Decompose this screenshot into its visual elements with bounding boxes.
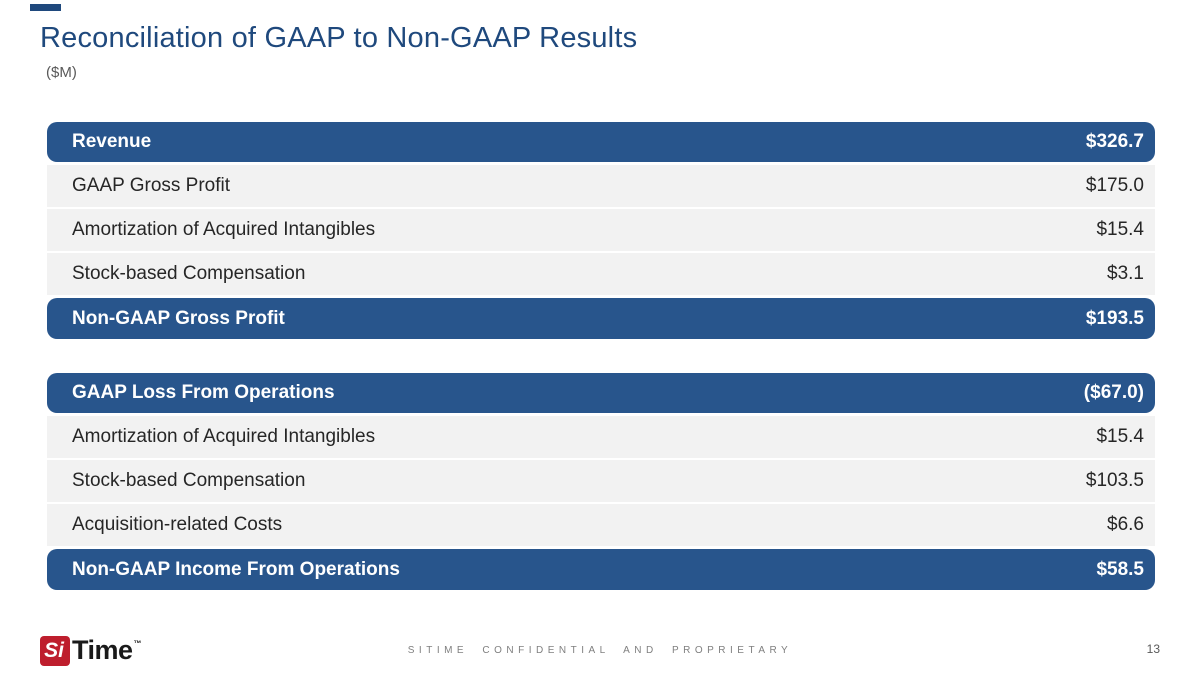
operations-table: GAAP Loss From Operations ($67.0) Amortiza… bbox=[47, 373, 1155, 590]
row-label: GAAP Loss From Operations bbox=[72, 382, 335, 403]
units-label: ($M) bbox=[46, 64, 77, 81]
table-row: GAAP Gross Profit $175.0 bbox=[47, 165, 1155, 207]
row-value: $58.5 bbox=[1096, 558, 1144, 580]
accent-bar bbox=[30, 4, 61, 11]
row-label: Acquisition-related Costs bbox=[72, 514, 283, 535]
table-row: Stock-based Compensation $3.1 bbox=[47, 253, 1155, 295]
table-row: Acquisition-related Costs $6.6 bbox=[47, 504, 1155, 546]
row-label: Non-GAAP Income From Operations bbox=[72, 558, 400, 580]
table-row: Amortization of Acquired Intangibles $15.… bbox=[47, 416, 1155, 458]
row-value: $6.6 bbox=[1107, 514, 1144, 535]
table-row: Amortization of Acquired Intangibles $15.… bbox=[47, 209, 1155, 251]
row-value: $326.7 bbox=[1085, 131, 1144, 152]
row-label: Revenue bbox=[72, 131, 152, 152]
confidentiality-notice: SITIME CONFIDENTIAL AND PROPRIETARY bbox=[407, 645, 793, 656]
logo-time-text: Time™ bbox=[72, 635, 142, 666]
row-value: $15.4 bbox=[1096, 219, 1144, 240]
row-value: ($67.0) bbox=[1083, 382, 1144, 403]
row-value: $3.1 bbox=[1107, 263, 1144, 284]
table-row: Non-GAAP Gross Profit $193.5 bbox=[47, 298, 1155, 339]
row-label: Stock-based Compensation bbox=[72, 263, 306, 284]
table-row: Non-GAAP Income From Operations $58.5 bbox=[47, 549, 1155, 590]
row-label: Amortization of Acquired Intangibles bbox=[72, 219, 376, 240]
row-label: Amortization of Acquired Intangibles bbox=[72, 426, 376, 447]
row-value: $175.0 bbox=[1085, 175, 1144, 196]
row-label: Stock-based Compensation bbox=[72, 470, 306, 491]
page-title: Reconciliation of GAAP to Non-GAAP Resul… bbox=[40, 22, 638, 54]
logo-time-word: Time bbox=[72, 635, 133, 665]
sitime-logo: Si Time™ bbox=[40, 635, 142, 666]
table-row: GAAP Loss From Operations ($67.0) bbox=[47, 373, 1155, 413]
table-row: Stock-based Compensation $103.5 bbox=[47, 460, 1155, 502]
logo-si-text: Si bbox=[44, 638, 64, 662]
row-value: $15.4 bbox=[1096, 426, 1144, 447]
row-label: GAAP Gross Profit bbox=[72, 175, 231, 196]
page-number: 13 bbox=[1146, 642, 1160, 656]
sitime-logo-icon: Si bbox=[40, 635, 70, 666]
gross-profit-table: Revenue $326.7 GAAP Gross Profit $175.0 Amor… bbox=[47, 122, 1155, 339]
table-row: Revenue $326.7 bbox=[47, 122, 1155, 162]
row-value: $193.5 bbox=[1085, 307, 1144, 329]
row-label: Non-GAAP Gross Profit bbox=[72, 307, 285, 329]
row-value: $103.5 bbox=[1085, 470, 1144, 491]
trademark-symbol: ™ bbox=[133, 639, 142, 648]
